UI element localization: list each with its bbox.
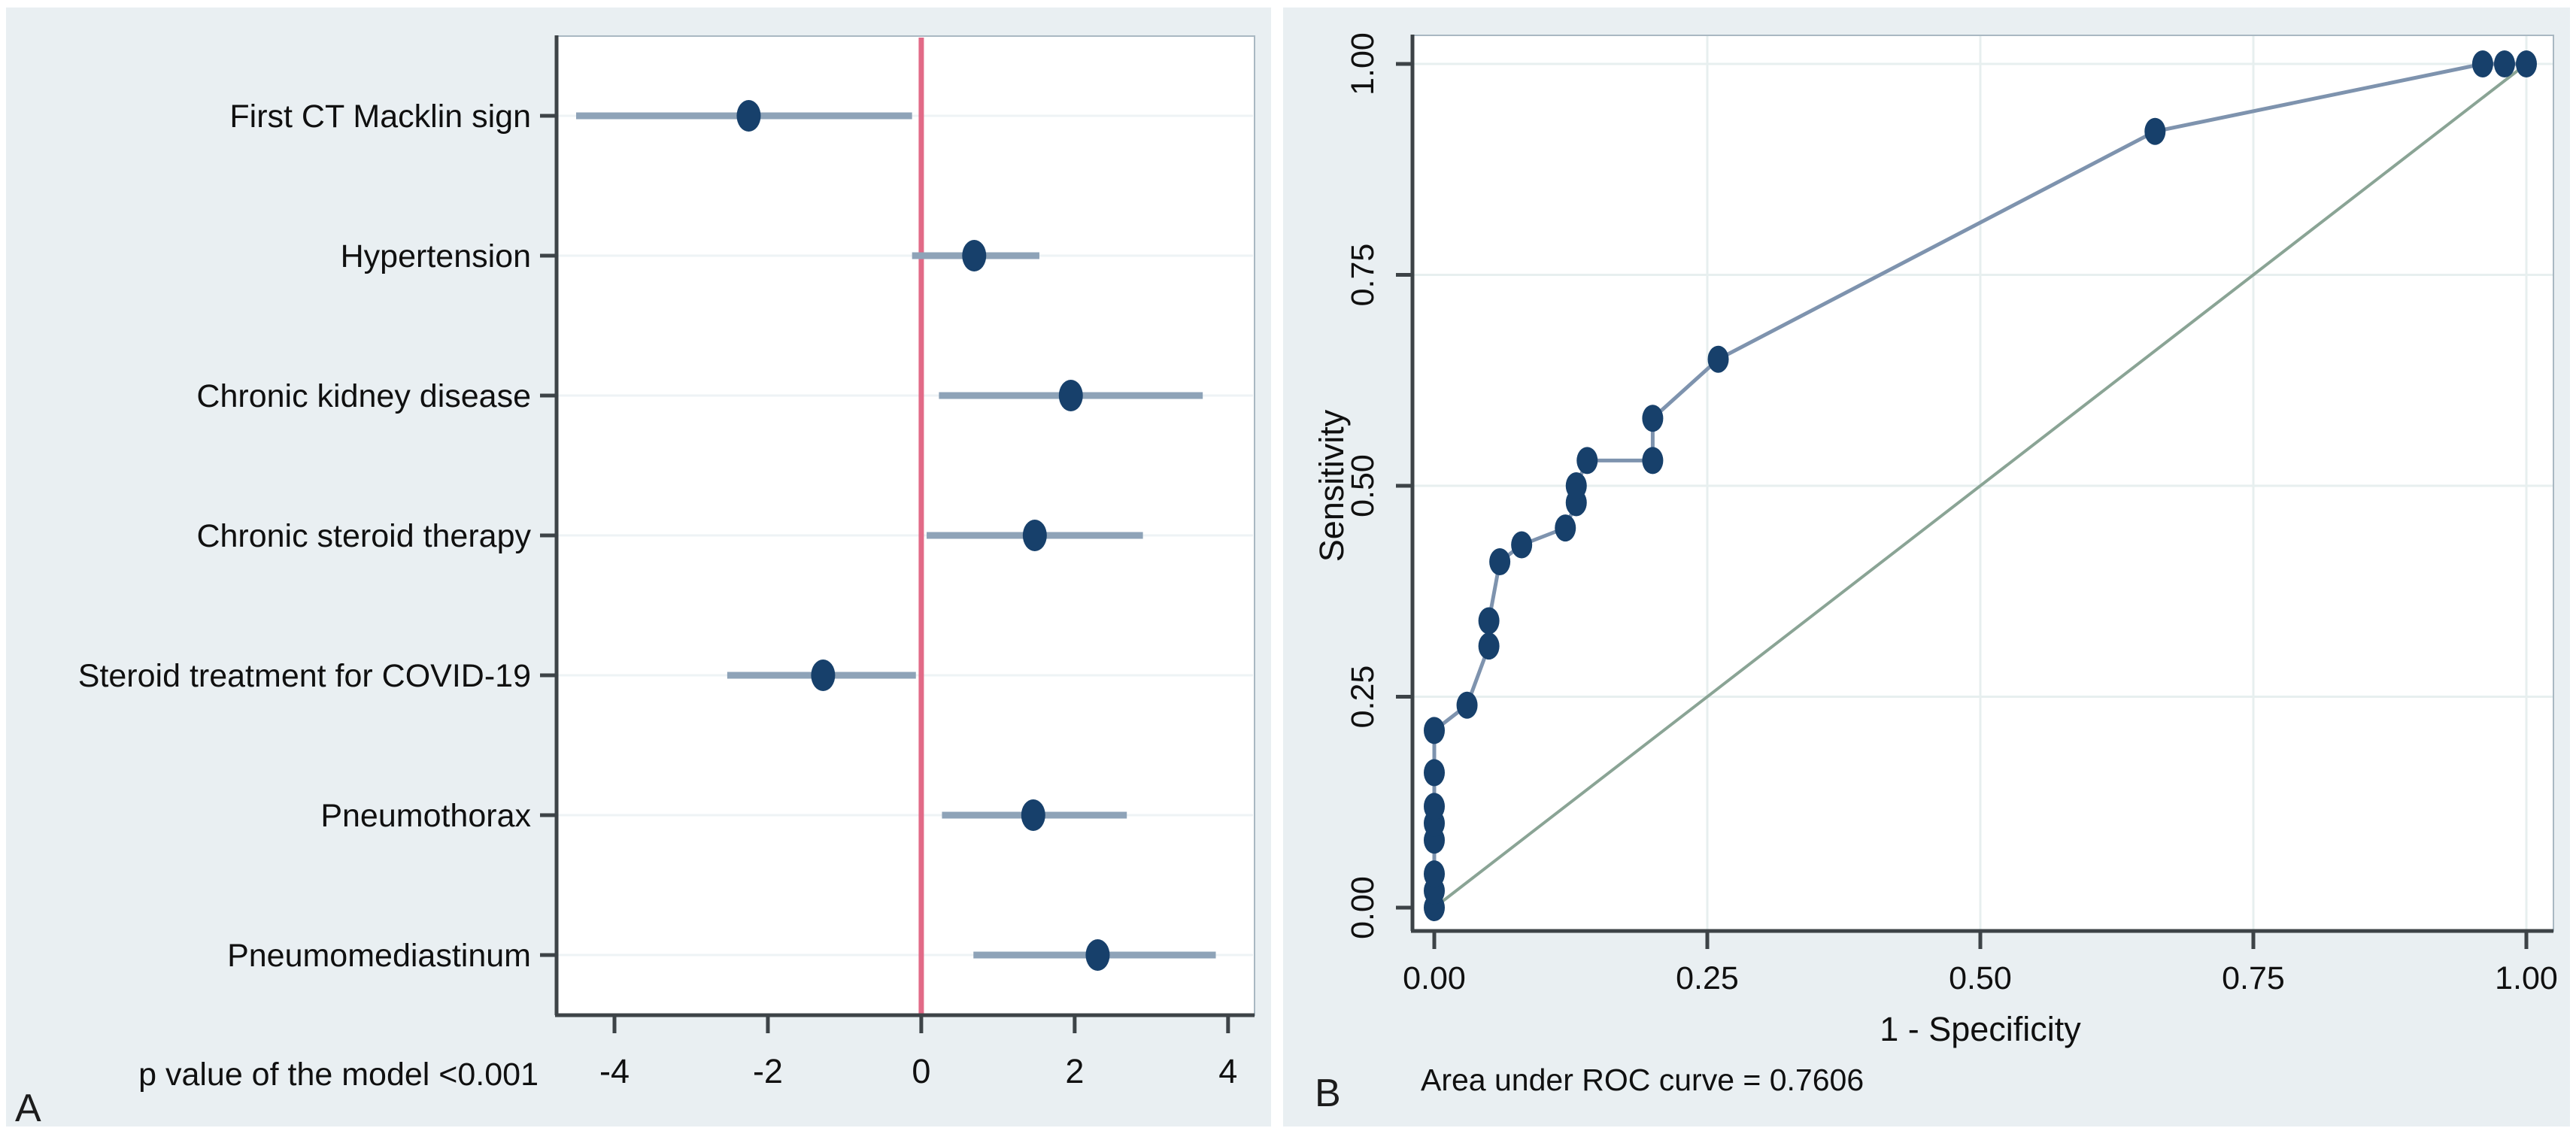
forest-x-tick-label: 2 <box>1065 1052 1084 1090</box>
roc-x-tick-label: 0.50 <box>1949 960 2012 996</box>
roc-x-tick-label: 0.75 <box>2222 960 2285 996</box>
forest-category-label: Chronic steroid therapy <box>196 518 531 554</box>
estimate-marker <box>1085 939 1110 971</box>
roc-point-marker <box>2471 50 2493 77</box>
forest-category-label: Pneumothorax <box>320 798 531 834</box>
estimate-marker <box>962 240 987 271</box>
forest-category-label: Pneumomediastinum <box>227 938 531 974</box>
forest-category-label: Chronic kidney disease <box>196 378 531 414</box>
estimate-marker <box>736 100 761 132</box>
roc-point-marker <box>1478 632 1500 660</box>
roc-point-marker <box>1565 472 1587 499</box>
roc-point-marker <box>1424 860 1445 888</box>
roc-x-tick-label: 0.00 <box>1403 960 1466 996</box>
roc-y-tick-label: 0.00 <box>1345 876 1381 939</box>
roc-point-marker <box>1576 447 1598 475</box>
roc-point-marker <box>1489 547 1511 575</box>
roc-reference-diagonal <box>1433 62 2528 909</box>
panel-b-letter: B <box>1315 1072 1341 1115</box>
roc-point-marker <box>1424 793 1445 820</box>
roc-point-marker <box>1642 447 1664 475</box>
forest-plot-area <box>556 35 1255 1016</box>
estimate-marker <box>811 659 836 691</box>
forest-x-tick-label: 0 <box>912 1052 930 1090</box>
estimate-marker <box>1058 380 1083 411</box>
roc-x-axis-title: 1 - Specificity <box>1880 1010 2081 1048</box>
estimate-marker <box>1022 520 1047 551</box>
auc-annotation: Area under ROC curve = 0.7606 <box>1421 1063 1864 1097</box>
roc-point-marker <box>1478 607 1500 635</box>
forest-x-tick-label: 4 <box>1218 1052 1237 1090</box>
roc-y-tick-label: 0.25 <box>1345 666 1381 729</box>
forest-category-label: Hypertension <box>341 238 531 274</box>
roc-y-axis-title: Sensitivity <box>1312 409 1351 562</box>
model-p-value-note: p value of the model <0.001 <box>138 1057 539 1093</box>
roc-point-marker <box>2493 50 2515 77</box>
roc-y-tick-label: 1.00 <box>1345 32 1381 96</box>
roc-point-marker <box>1424 717 1445 744</box>
roc-point-marker <box>1707 345 1729 373</box>
forest-x-tick-label: -2 <box>753 1052 783 1090</box>
forest-category-label: Steroid treatment for COVID-19 <box>78 658 531 694</box>
roc-point-marker <box>1642 405 1664 432</box>
roc-point-marker <box>2516 50 2537 77</box>
panel-a-letter: A <box>15 1087 41 1130</box>
roc-point-marker <box>1424 759 1445 787</box>
roc-x-tick-label: 1.00 <box>2495 960 2558 996</box>
forest-x-tick-label: -4 <box>599 1052 630 1090</box>
roc-x-tick-label: 0.25 <box>1676 960 1739 996</box>
roc-point-marker <box>2144 117 2166 145</box>
roc-point-marker <box>1456 691 1478 719</box>
forest-category-label: First CT Macklin sign <box>229 99 531 135</box>
estimate-marker <box>1021 799 1045 831</box>
roc-y-tick-label: 0.75 <box>1345 244 1381 307</box>
roc-point-marker <box>1511 531 1533 559</box>
roc-point-marker <box>1555 514 1576 542</box>
roc-y-tick-label: 0.50 <box>1345 454 1381 517</box>
